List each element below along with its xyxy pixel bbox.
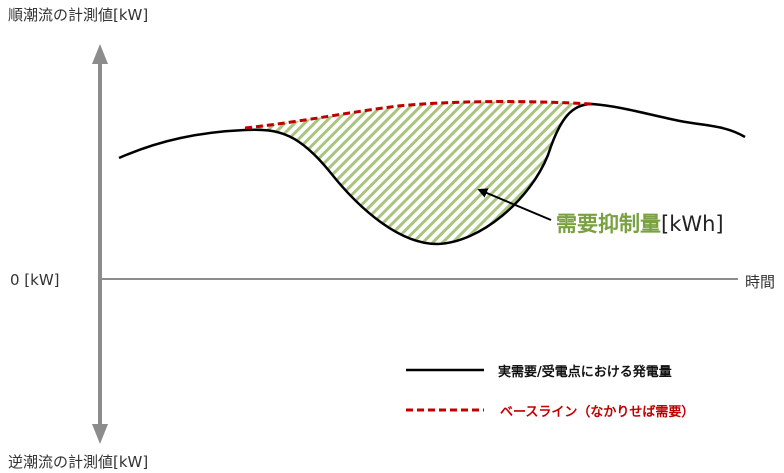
annotation-unit: [kWh] [661,212,724,236]
time-axis-label: 時間 [745,273,776,291]
annotation-main: 需要抑制量 [556,212,661,236]
baseline-line [244,100,593,130]
legend-baseline-label: ベースライン（なかりせば需要） [500,405,695,420]
demand-reduction-area [245,101,592,244]
legend-actual-label: 実需要/受電点における発電量 [498,365,672,380]
vertical-axis-top-label: 順潮流の計測値[kW] [8,6,149,24]
zero-label: 0 [kW] [10,271,60,289]
annotation-arrow [477,188,552,221]
demand-reduction-annotation: 需要抑制量[kWh] [556,208,724,238]
vertical-axis-down-arrow [92,424,108,444]
vertical-axis-up-arrow [92,44,108,64]
vertical-axis-bottom-label: 逆潮流の計測値[kW] [8,453,149,471]
actual-demand-line [118,102,746,246]
